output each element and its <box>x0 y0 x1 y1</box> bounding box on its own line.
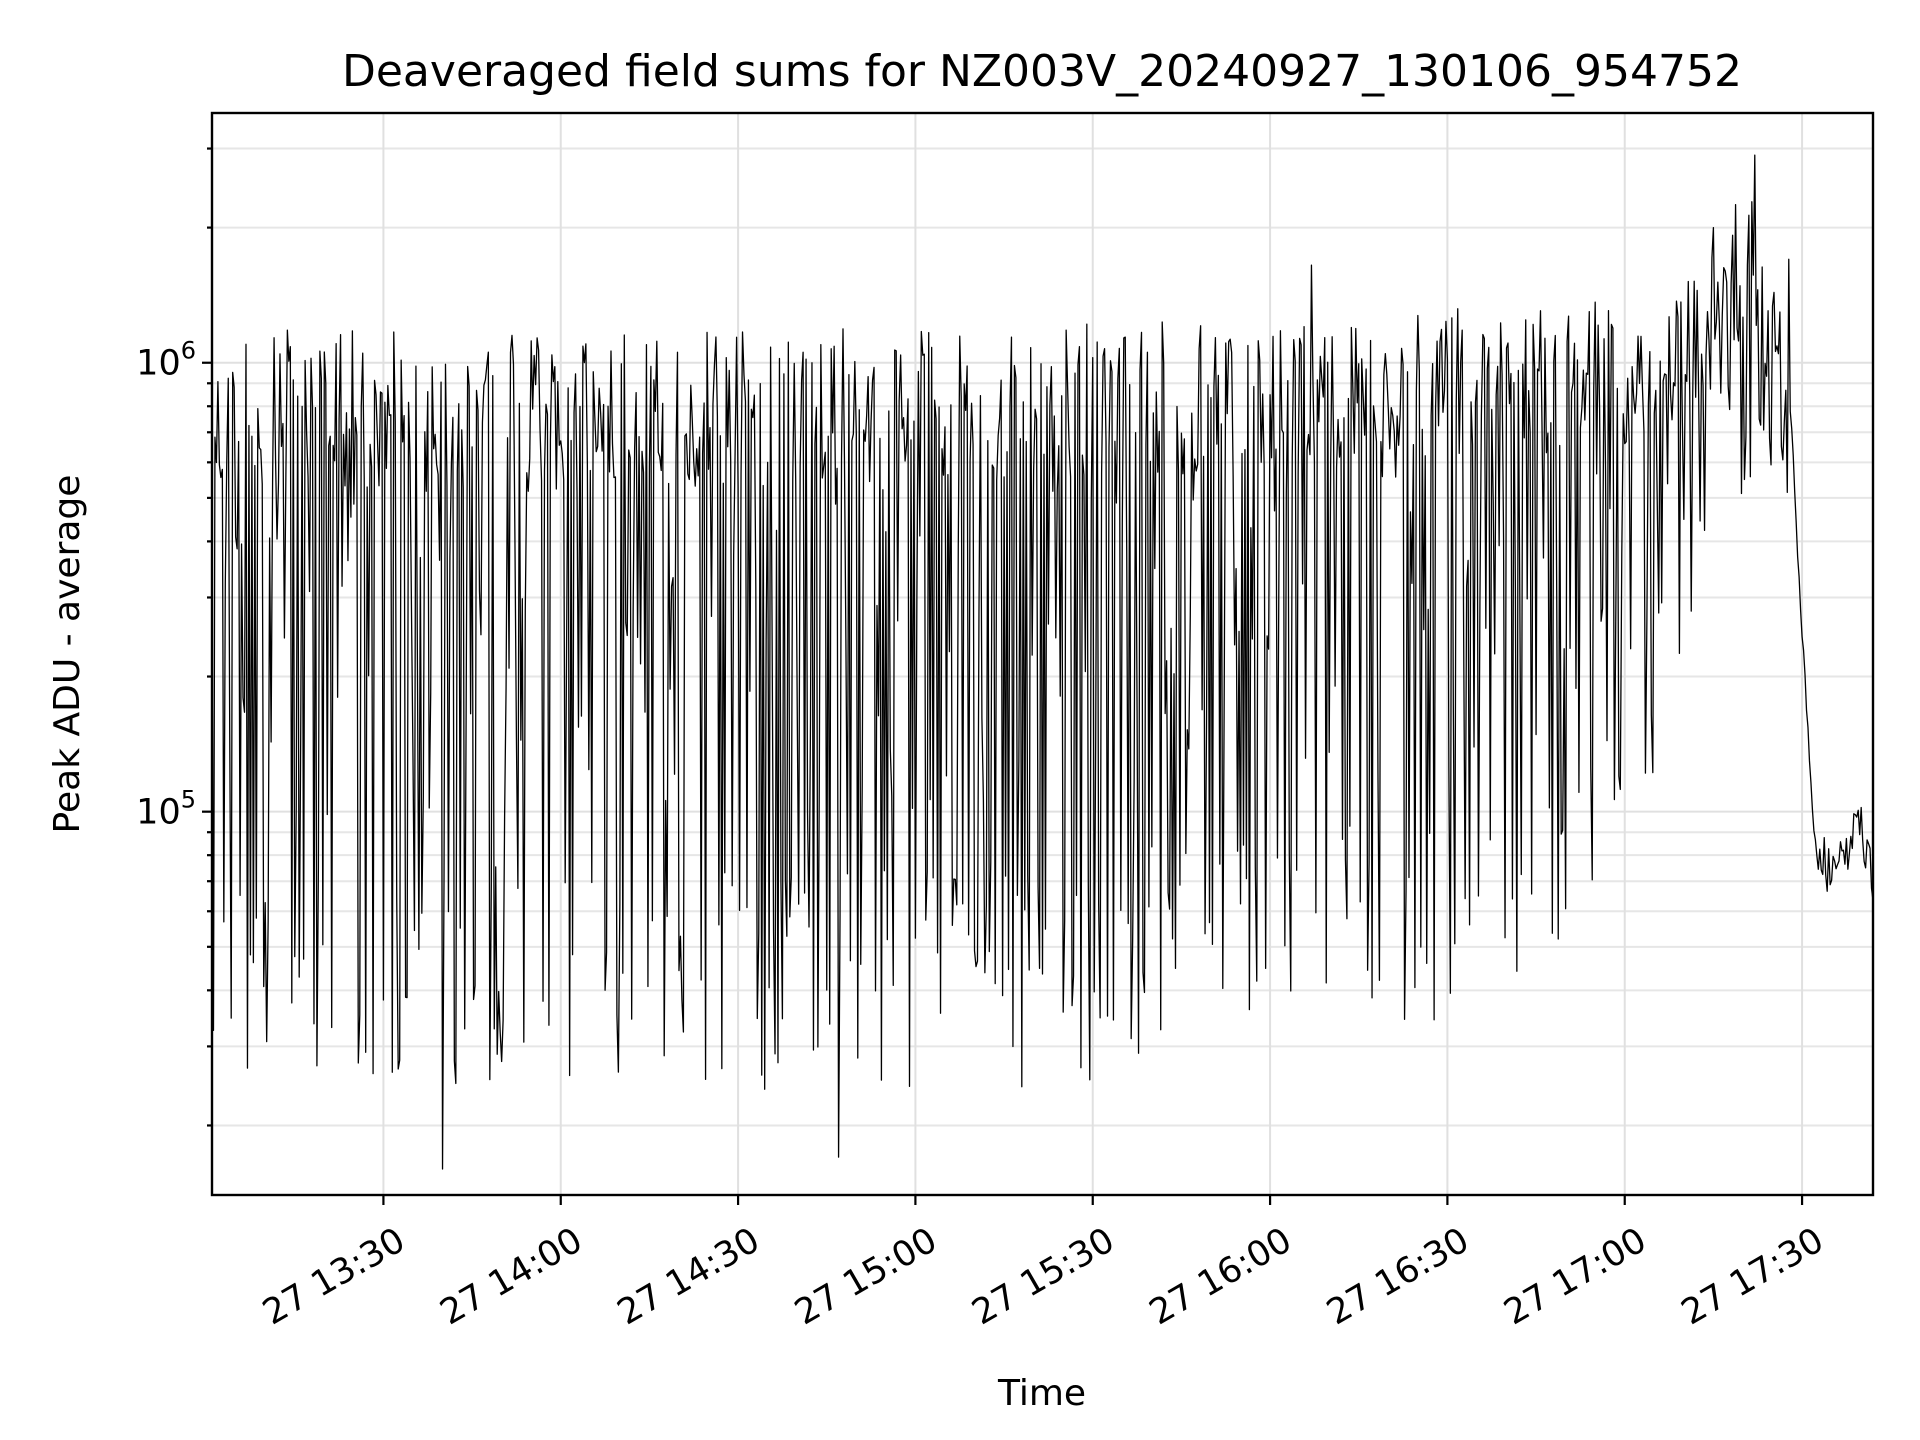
series-layer <box>211 154 1874 1170</box>
chart-title: Deaveraged field sums for NZ003V_2024092… <box>342 46 1742 97</box>
y-axis: 105 106 <box>136 147 212 1127</box>
series-line <box>211 154 1874 1170</box>
plot-frame <box>210 111 1875 1197</box>
y-tick-label: 106 <box>136 337 196 384</box>
x-axis-label: Time <box>997 1373 1086 1414</box>
y-tick-label: 105 <box>136 786 196 833</box>
y-axis-label: Peak ADU - average <box>47 475 88 834</box>
